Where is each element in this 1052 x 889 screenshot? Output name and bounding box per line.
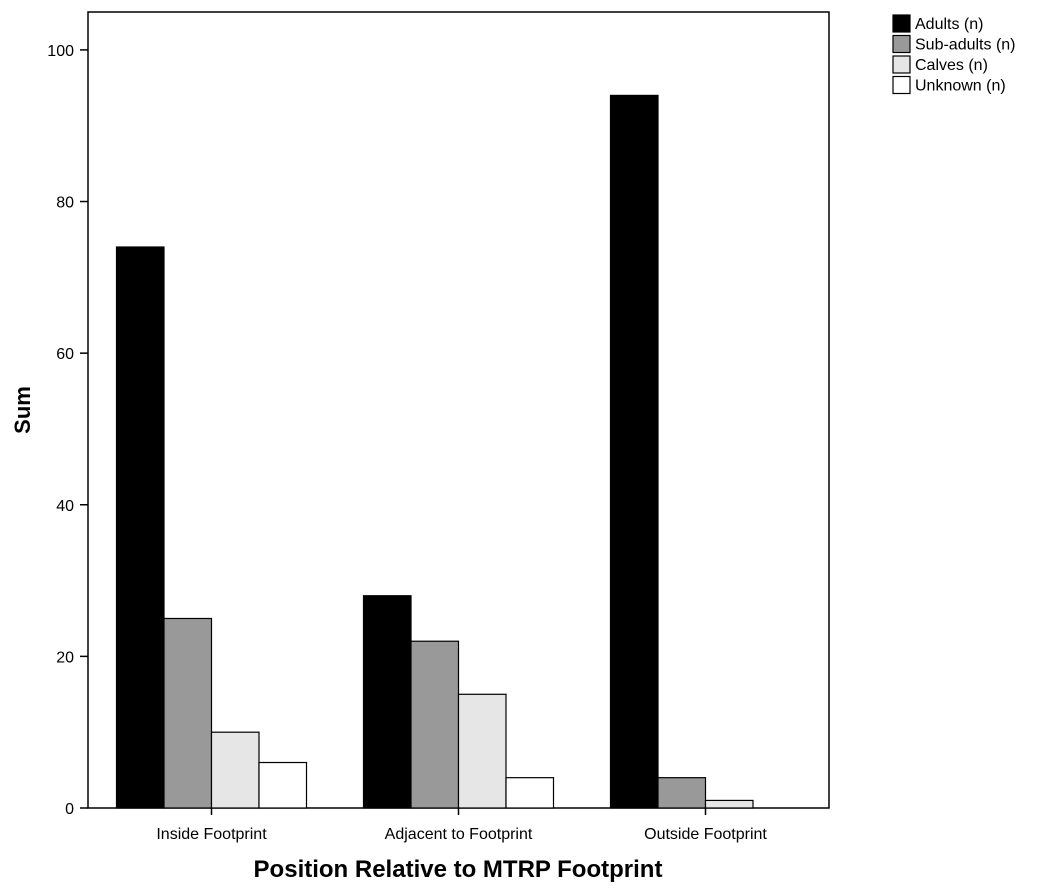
- legend-label-1: Adults (n): [915, 16, 983, 33]
- y-axis: 0 20 40 60 80 100: [47, 43, 88, 818]
- x-axis-title: Position Relative to MTRP Footprint: [254, 856, 663, 883]
- legend-label-4: Unknown (n): [915, 78, 1006, 95]
- legend: Adults (n) Sub-adults (n) Calves (n) Unknow…: [892, 14, 1016, 95]
- y-tick-label: 0: [65, 801, 74, 818]
- bar-2-2: [410, 640, 460, 809]
- y-tick-label: 20: [56, 649, 74, 666]
- bar-4-1: [258, 761, 308, 809]
- bar-2-1: [163, 617, 213, 809]
- bar-1-3: [609, 94, 659, 809]
- y-tick-label: 60: [56, 346, 74, 363]
- bar-4-2: [505, 777, 555, 809]
- x-tick-label: Adjacent to Footprint: [385, 826, 533, 843]
- bar-1-1: [115, 246, 165, 809]
- legend-label-3: Calves (n): [915, 57, 988, 74]
- bar-3-1: [210, 731, 260, 809]
- bars-group: [115, 94, 754, 809]
- x-axis: Inside Footprint Adjacent to Footprint Out…: [156, 808, 767, 843]
- bar-3-3: [704, 799, 754, 809]
- bar-1-2: [362, 595, 412, 809]
- bar-3-2: [457, 693, 507, 809]
- y-tick-label: 80: [56, 195, 74, 212]
- legend-swatch-3: [892, 55, 911, 74]
- x-tick-label: Inside Footprint: [156, 826, 267, 843]
- bar-2-3: [657, 777, 707, 809]
- y-axis-title: Sum: [10, 386, 35, 434]
- legend-label-2: Sub-adults (n): [915, 37, 1016, 54]
- legend-swatch-1: [892, 14, 911, 33]
- x-tick-label: Outside Footprint: [644, 826, 767, 843]
- legend-swatch-4: [892, 75, 911, 95]
- y-tick-label: 100: [47, 43, 74, 60]
- y-tick-label: 40: [56, 498, 74, 515]
- legend-swatch-2: [892, 34, 911, 54]
